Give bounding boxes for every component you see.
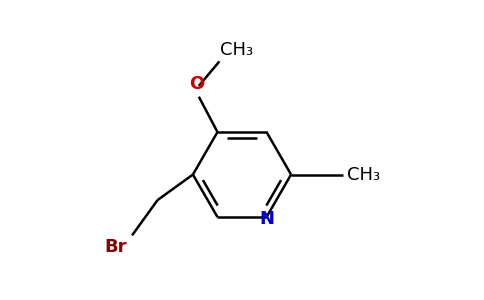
Text: Br: Br	[105, 238, 127, 256]
Text: CH₃: CH₃	[347, 166, 379, 184]
Text: CH₃: CH₃	[220, 41, 254, 59]
Text: N: N	[259, 211, 274, 229]
Text: O: O	[189, 75, 204, 93]
